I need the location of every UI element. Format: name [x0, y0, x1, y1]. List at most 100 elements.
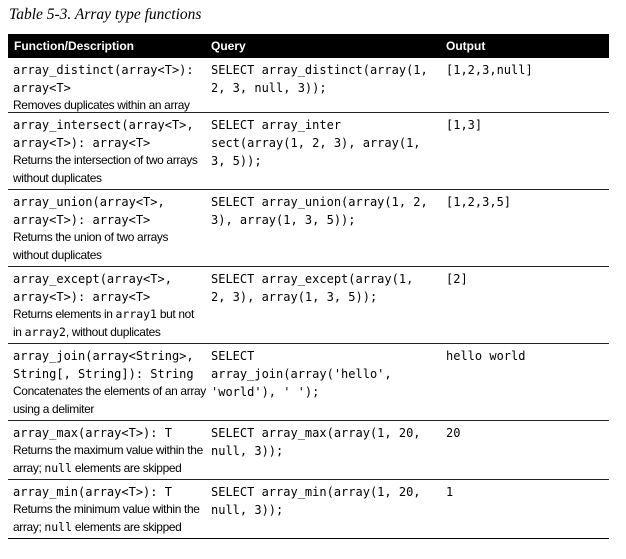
query-line: SELECT array_except(array(1,: [211, 272, 414, 286]
output-value: hello world: [446, 349, 526, 363]
output-cell: 20: [446, 424, 609, 479]
table-row: array_union(array<T>, array<T>): array<T>…: [8, 190, 609, 267]
output-cell: [1,2,3,null]: [446, 61, 609, 112]
function-cell: array_union(array<T>, array<T>): array<T>…: [8, 193, 211, 266]
query-line: 2, 3), array(1, 3, 5));: [211, 290, 378, 304]
function-cell: array_intersect(array<T>, array<T>): arra…: [8, 116, 211, 189]
function-description-line: using a delimiter: [13, 401, 210, 419]
function-signature-line: array_except(array<T>,: [13, 272, 172, 286]
function-description-line: Returns the minimum value within the: [13, 501, 210, 519]
header-output: Output: [446, 39, 486, 53]
function-signature-line: array<T>: [13, 81, 71, 95]
query-line: 3), array(1, 3, 5));: [211, 213, 356, 227]
query-line: SELECT array_max(array(1, 20,: [211, 426, 421, 440]
description-text: Returns elements in: [13, 307, 116, 321]
function-description-line: without duplicates: [13, 170, 210, 188]
function-signature-line: array<T>): array<T>: [13, 290, 151, 304]
inline-code: null: [44, 519, 72, 534]
query-line: SELECT: [211, 349, 255, 363]
table-row: array_distinct(array<T>): array<T> Removes…: [8, 58, 609, 113]
query-line: SELECT array_inter: [211, 118, 342, 132]
query-line: 2, 3, null, 3));: [211, 81, 327, 95]
function-cell: array_min(array<T>): T Returns the minimu…: [8, 483, 211, 538]
table-row: array_max(array<T>): T Returns the maximu…: [8, 421, 609, 480]
query-cell: SELECT array_distinct(array(1, 2, 3, null…: [211, 61, 446, 112]
inline-code: array1: [115, 307, 157, 321]
table-row: array_min(array<T>): T Returns the minimu…: [8, 480, 609, 539]
function-signature-line: String[, String]): String: [13, 367, 194, 381]
function-description-line: Returns the union of two arrays: [13, 229, 210, 247]
description-text: Returns the maximum value within the: [13, 443, 203, 457]
function-description-line: array; null elements are skipped: [13, 460, 210, 478]
function-signature-line: array_intersect(array<T>,: [13, 118, 194, 132]
function-cell: array_join(array<String>, String[, String…: [8, 347, 211, 420]
function-signature-line: array<T>): array<T>: [13, 213, 151, 227]
function-description-line: array; null elements are skipped: [13, 519, 210, 537]
inline-code: null: [44, 460, 72, 475]
description-text: elements are skipped: [71, 460, 182, 475]
function-description-line: in array2, without duplicates: [13, 324, 210, 342]
description-text: , without duplicates: [65, 324, 161, 339]
function-signature-line: array<T>): array<T>: [13, 136, 151, 150]
description-text: Returns the intersection of two arrays: [13, 153, 198, 167]
description-text: elements are skipped: [71, 519, 182, 534]
function-signature-line: array_join(array<String>,: [13, 349, 194, 363]
description-text: without duplicates: [13, 247, 102, 262]
output-cell: [1,2,3,5]: [446, 193, 609, 266]
query-cell: SELECT array_union(array(1, 2, 3), array(…: [211, 193, 446, 266]
output-cell: [2]: [446, 270, 609, 343]
output-value: 20: [446, 426, 461, 440]
description-text: using a delimiter: [13, 401, 95, 416]
function-description-line: Returns elements in array1 but not: [13, 306, 210, 324]
query-line: 3, 5));: [211, 154, 262, 168]
header-function-description: Function/Description: [14, 39, 134, 53]
function-description-line: Removes duplicates within an array: [13, 97, 210, 115]
description-text: Removes duplicates within an array: [13, 98, 190, 112]
output-value: [1,2,3,null]: [446, 63, 533, 77]
description-text: Returns the union of two arrays: [13, 230, 169, 244]
output-value: [2]: [446, 272, 468, 286]
output-cell: 1: [446, 483, 609, 538]
query-line: SELECT array_union(array(1, 2,: [211, 195, 428, 209]
description-text: without duplicates: [13, 170, 102, 185]
query-cell: SELECT array_join(array('hello', 'world'),…: [211, 347, 446, 420]
header-query: Query: [211, 39, 246, 53]
description-text: but not: [156, 307, 194, 321]
inline-code: array2: [24, 324, 66, 339]
query-cell: SELECT array_max(array(1, 20, null, 3));: [211, 424, 446, 479]
function-cell: array_distinct(array<T>): array<T> Removes…: [8, 61, 211, 112]
query-line: 'world'), ' ');: [211, 385, 320, 399]
function-signature-line: array_distinct(array<T>):: [13, 63, 194, 77]
table-body: array_distinct(array<T>): array<T> Removes…: [8, 58, 609, 539]
output-value: [1,3]: [446, 118, 483, 132]
output-value: 1: [446, 485, 454, 499]
function-signature-line: array_union(array<T>,: [13, 195, 165, 209]
query-cell: SELECT array_min(array(1, 20, null, 3));: [211, 483, 446, 538]
function-cell: array_max(array<T>): T Returns the maximu…: [8, 424, 211, 479]
query-cell: SELECT array_except(array(1, 2, 3), array…: [211, 270, 446, 343]
table-row: array_except(array<T>, array<T>): array<T…: [8, 267, 609, 344]
query-line: sect(array(1, 2, 3), array(1,: [211, 136, 421, 150]
output-value: [1,2,3,5]: [446, 195, 512, 209]
description-text: Returns the minimum value within the: [13, 502, 200, 516]
function-signature-line: array_max(array<T>): T: [13, 426, 172, 440]
table-header-row: Function/Description Query Output: [8, 34, 609, 58]
query-cell: SELECT array_inter sect(array(1, 2, 3), a…: [211, 116, 446, 189]
function-description-line: Returns the intersection of two arrays: [13, 152, 210, 170]
table-row: array_join(array<String>, String[, String…: [8, 344, 609, 421]
description-text: array;: [13, 519, 45, 534]
function-description-line: without duplicates: [13, 247, 210, 265]
query-line: null, 3));: [211, 503, 284, 517]
output-cell: [1,3]: [446, 116, 609, 189]
query-line: SELECT array_distinct(array(1,: [211, 63, 428, 77]
output-cell: hello world: [446, 347, 609, 420]
function-signature-line: array_min(array<T>): T: [13, 485, 172, 499]
function-cell: array_except(array<T>, array<T>): array<T…: [8, 270, 211, 343]
function-description-line: Returns the maximum value within the: [13, 442, 210, 460]
description-text: array;: [13, 460, 45, 475]
table-row: array_intersect(array<T>, array<T>): arra…: [8, 113, 609, 190]
table-caption: Table 5-3. Array type functions: [9, 6, 202, 23]
query-line: null, 3));: [211, 444, 284, 458]
description-text: Concatenates the elements of an array: [13, 384, 206, 398]
function-description-line: Concatenates the elements of an array: [13, 383, 210, 401]
